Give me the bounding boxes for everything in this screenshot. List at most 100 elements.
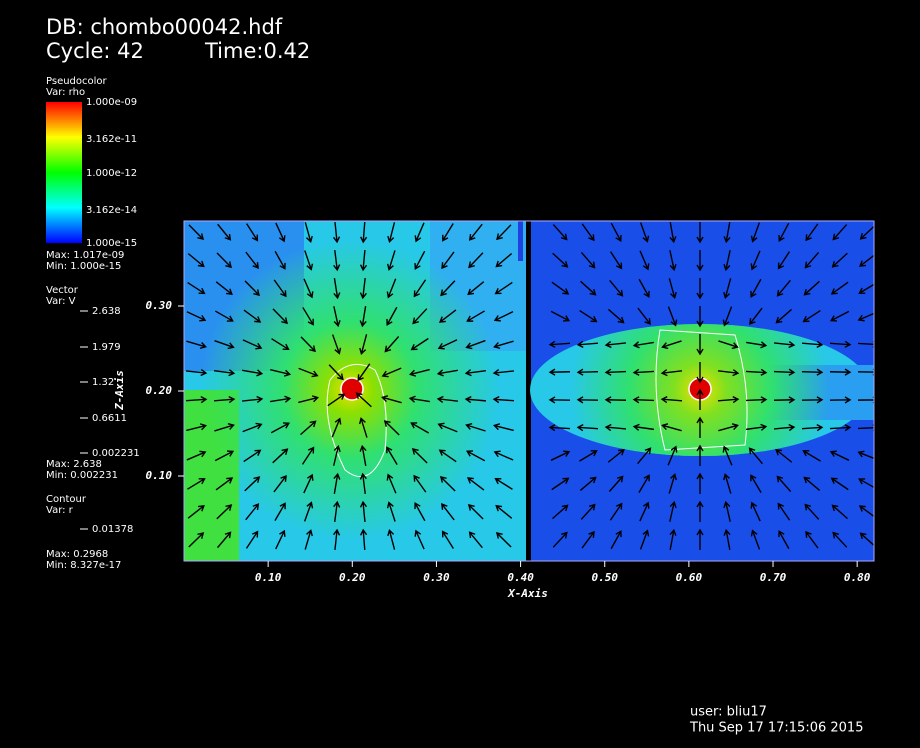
vector-arrow	[245, 503, 260, 521]
vector-arrow	[803, 280, 820, 296]
vector-arrow	[750, 278, 762, 298]
vector-arrow	[410, 337, 429, 351]
x-tick-label: 0.70	[760, 571, 787, 584]
legend-min: Min: 1.000e-15	[46, 261, 121, 272]
vector-arrow	[360, 221, 368, 244]
field-image	[183, 220, 880, 562]
vector-arrow	[187, 478, 206, 490]
vector-arrow	[696, 222, 704, 244]
colorbar-label: 3.162e-14	[86, 205, 137, 216]
vector-arrow	[216, 504, 233, 520]
x-tick-label: 0.80	[844, 571, 871, 584]
vector-arrow	[859, 532, 876, 548]
vector-arrow	[580, 503, 596, 520]
vector-label: 0.6611	[92, 413, 127, 424]
vector-arrow	[384, 336, 400, 353]
vector-arrow	[465, 339, 486, 350]
vector-arrow	[304, 250, 314, 271]
contour-label: 0.01378	[92, 524, 133, 535]
vector-arrow	[495, 531, 512, 548]
vector-arrow	[359, 444, 367, 466]
vector-arrow	[495, 504, 513, 519]
vector-arrow	[804, 503, 820, 520]
vector-arrow	[216, 252, 233, 269]
vector-arrow	[438, 449, 457, 463]
vector-label: 2.638	[92, 306, 121, 317]
vector-arrow	[300, 336, 316, 353]
legend-var: Var: V	[46, 296, 76, 307]
vector-arrow	[609, 279, 624, 297]
vector-arrow	[412, 308, 428, 325]
vector-arrow	[661, 340, 682, 350]
legend-max: Max: 2.638	[46, 459, 102, 470]
vector-arrow	[669, 250, 677, 272]
vector-arrow	[829, 396, 852, 404]
vector-arrow	[632, 368, 655, 376]
vector-arrow	[467, 503, 484, 520]
vector-arrow	[333, 278, 341, 300]
vector-arrow	[273, 279, 287, 298]
vector-arrow	[857, 368, 880, 376]
vector-arrow	[437, 422, 458, 433]
x-axis-title: X-Axis	[507, 587, 548, 600]
vector-arrow	[548, 368, 571, 376]
vector-arrow	[468, 531, 483, 549]
vector-arrow	[696, 528, 704, 550]
vector-arrow	[696, 500, 704, 522]
vector-arrow	[383, 420, 400, 436]
vector-arrow	[303, 278, 314, 299]
vector-arrow	[413, 279, 427, 298]
vector-arrow	[857, 396, 880, 404]
vector-arrow	[717, 395, 740, 404]
vector-arrow	[328, 364, 344, 381]
vector-arrow	[242, 369, 264, 377]
vector-arrow	[466, 310, 485, 322]
vector-arrow	[777, 502, 791, 521]
vector-arrow	[468, 252, 484, 269]
vector-arrow	[607, 448, 625, 463]
vector-arrow	[608, 475, 624, 492]
vector-arrow	[214, 310, 234, 322]
vector-arrow	[243, 449, 262, 463]
vector-arrow	[668, 278, 677, 299]
vector-arrow	[186, 450, 207, 461]
vector-arrow	[604, 423, 627, 432]
user: user: bliu17	[690, 705, 767, 720]
vector-arrow	[298, 367, 319, 378]
vector-arrow	[493, 450, 514, 461]
legend-max: Max: 1.017e-09	[46, 250, 124, 261]
vector-arrow	[246, 223, 259, 242]
vector-arrow	[609, 502, 623, 521]
vector-arrow	[858, 505, 877, 519]
vector-arrow	[750, 250, 761, 271]
vector-arrow	[717, 369, 740, 377]
vector-arrow	[610, 222, 622, 243]
vector-arrow	[465, 422, 486, 432]
vector-arrow	[750, 474, 762, 493]
vector-arrow	[773, 396, 796, 404]
y-tick-label: 0.10	[146, 469, 173, 482]
vector-arrow	[300, 420, 317, 436]
vector-arrow	[831, 252, 848, 268]
vector-arrow	[550, 310, 571, 322]
vector-arrow	[667, 445, 678, 466]
vector-label: 0.002231	[92, 448, 140, 459]
vector-arrow	[581, 530, 595, 549]
vector-arrow	[496, 224, 512, 241]
vector-arrow	[245, 251, 259, 269]
vector-arrow	[301, 446, 315, 465]
vector-arrow	[696, 472, 704, 494]
vector-arrow	[637, 447, 652, 465]
vector-arrow	[801, 368, 824, 376]
vector-arrow	[775, 448, 793, 463]
vector-arrow	[386, 250, 396, 271]
vector-arrow	[696, 362, 704, 384]
vector-arrow	[272, 448, 289, 464]
vector-arrow	[387, 529, 396, 550]
vector-arrow	[639, 222, 650, 243]
vector-arrow	[831, 504, 848, 520]
vector-arrow	[492, 423, 514, 432]
vector-arrow	[722, 445, 733, 466]
vector-arrow	[576, 368, 599, 376]
vector-arrow	[632, 341, 654, 349]
